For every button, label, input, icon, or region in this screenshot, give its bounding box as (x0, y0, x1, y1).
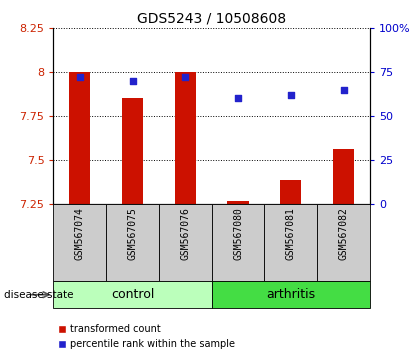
Text: GSM567074: GSM567074 (75, 207, 85, 260)
Text: GSM567081: GSM567081 (286, 207, 296, 260)
Point (340, 87, 347, 92)
Bar (53, 204, 106, 281)
Point (182, 75, 189, 80)
Text: GSM567076: GSM567076 (180, 207, 190, 260)
Bar (317, 204, 370, 281)
Title: GDS5243 / 10508608: GDS5243 / 10508608 (137, 12, 286, 26)
Point (129, 78, 136, 84)
Text: control: control (111, 288, 154, 301)
Bar (280, 180, 301, 204)
Text: GSM567082: GSM567082 (339, 207, 349, 260)
Legend: transformed count, percentile rank within the sample: transformed count, percentile rank withi… (58, 324, 235, 349)
Point (235, 96, 241, 101)
Point (287, 92, 294, 98)
Bar (122, 98, 143, 204)
Bar (175, 72, 196, 204)
Bar (106, 204, 159, 281)
Bar (264, 204, 317, 281)
Bar (53, 281, 212, 308)
Text: GSM567075: GSM567075 (127, 207, 138, 260)
Bar (228, 201, 249, 204)
Point (76, 75, 83, 80)
Text: arthritis: arthritis (266, 288, 315, 301)
Text: disease state: disease state (4, 290, 74, 300)
Bar (333, 149, 354, 204)
Bar (212, 204, 264, 281)
Bar (212, 281, 370, 308)
Bar (69, 72, 90, 204)
Text: GSM567080: GSM567080 (233, 207, 243, 260)
Bar (159, 204, 212, 281)
